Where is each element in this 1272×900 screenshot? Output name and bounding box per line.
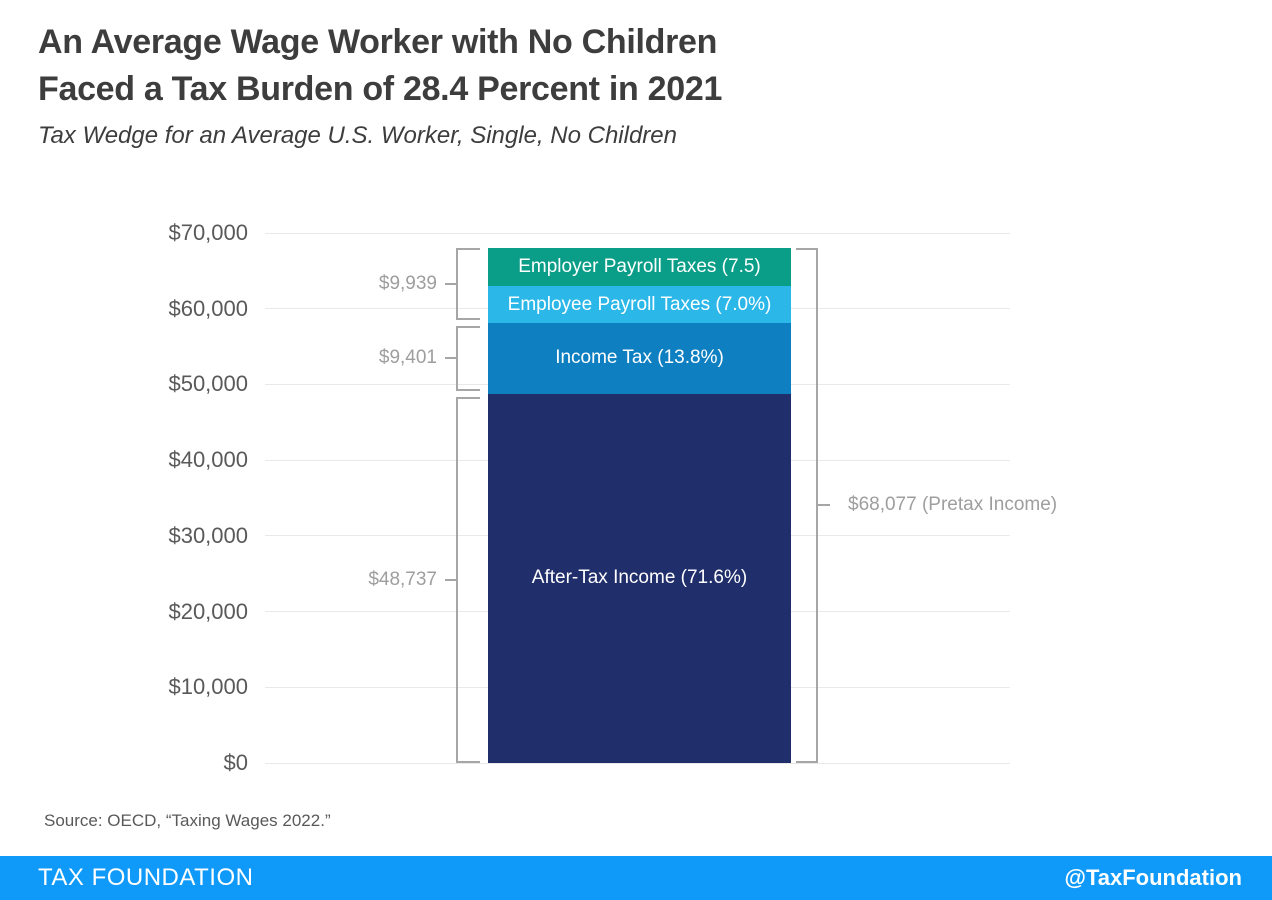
y-axis-tick-label: $70,000 [168, 220, 248, 245]
y-axis-tick-label: $10,000 [168, 674, 248, 700]
footer-bar: TAX FOUNDATION @TaxFoundation [0, 856, 1272, 900]
chart-subtitle: Tax Wedge for an Average U.S. Worker, Si… [38, 122, 677, 149]
bracket-pretax-income [796, 247, 818, 763]
source-note: Source: OECD, “Taxing Wages 2022.” [44, 811, 331, 830]
y-axis-tick-label: $40,000 [168, 447, 248, 473]
bar-segment-label: Employer Payroll Taxes (7.5) [518, 256, 761, 277]
y-axis-tick-label: $20,000 [168, 598, 248, 624]
bar-segment-after-tax-income: After-Tax Income (71.6%) [488, 393, 791, 763]
bar-segment-label: Income Tax (13.8%) [555, 347, 724, 369]
brand-wordmark: TAX FOUNDATION [38, 864, 254, 891]
bar-segment-label: Employee Payroll Taxes (7.0%) [507, 293, 772, 315]
y-axis-tick-label: $50,000 [168, 371, 248, 397]
y-axis-tick-label: $30,000 [168, 522, 248, 548]
bracket-after-tax-income [456, 396, 480, 763]
gridline [265, 232, 1010, 234]
annotation-label: $9,401 [378, 347, 437, 369]
chart-title: An Average Wage Worker with No Children F… [38, 19, 722, 113]
chart-title-line-1: An Average Wage Worker with No Children [38, 23, 718, 61]
annotation-tick [445, 282, 456, 285]
bar-segment-label: After-Tax Income (71.6%) [531, 567, 748, 589]
annotation-tick [445, 357, 456, 360]
social-handle: @TaxFoundation [1064, 865, 1242, 890]
annotation-label: $9,939 [378, 272, 437, 294]
chart-title-line-2: Faced a Tax Burden of 28.4 Percent in 20… [38, 70, 723, 108]
bar-segment-employee-payroll-taxes: Employee Payroll Taxes (7.0%) [488, 286, 791, 323]
annotation-label: $48,737 [368, 568, 437, 590]
gridline [265, 762, 1010, 764]
y-axis-tick-label: $0 [223, 750, 248, 775]
annotation-tick [445, 578, 456, 581]
bar-segment-employer-payroll-taxes: Employer Payroll Taxes (7.5) [488, 247, 791, 287]
annotation-label: $68,077 (Pretax Income) [848, 494, 1058, 516]
bar-segment-income-tax: Income Tax (13.8%) [488, 322, 791, 394]
y-axis-tick-label: $60,000 [168, 295, 248, 321]
bracket-payroll-taxes-total [456, 247, 480, 320]
annotation-tick [818, 504, 830, 507]
bracket-income-tax [456, 325, 480, 391]
